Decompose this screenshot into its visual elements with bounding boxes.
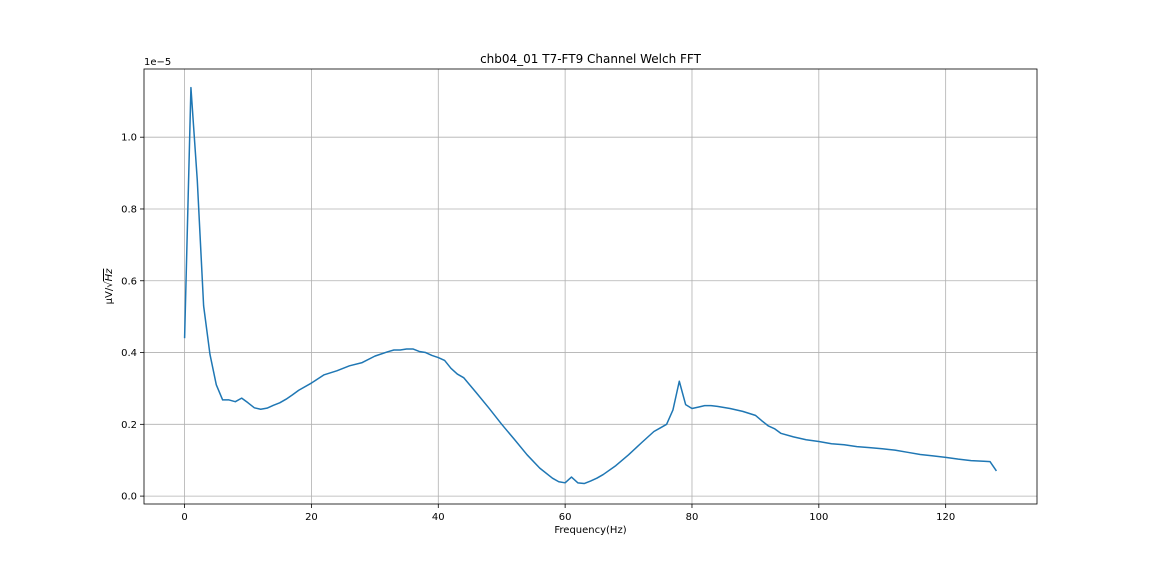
- y-axis-label-radical: √: [104, 281, 115, 288]
- y-tick-label: 0.8: [121, 204, 137, 215]
- y-offset-label: 1e−5: [144, 57, 171, 68]
- x-tick-label: 40: [432, 512, 445, 523]
- x-tick-label: 80: [686, 512, 699, 523]
- y-axis-label-prefix: μV/: [104, 287, 115, 304]
- y-tick-label: 0.2: [121, 420, 137, 431]
- y-tick-label: 0.6: [121, 276, 137, 287]
- x-tick-label: 20: [305, 512, 318, 523]
- plot-area: [183, 86, 998, 485]
- x-tick-label: 120: [936, 512, 955, 523]
- x-tick-label: 0: [181, 512, 187, 523]
- x-tick-label: 100: [809, 512, 828, 523]
- chart-title: chb04_01 T7-FT9 Channel Welch FFT: [480, 52, 702, 66]
- series-line: [183, 86, 998, 485]
- x-axis-label: Frequency(Hz): [554, 525, 626, 536]
- y-axis-label: μV/√Hz: [104, 268, 115, 304]
- axis-ticks: 0 20 40 60 80 100 120 0.0 0.2 0.4 0.6 0.8 1.0: [121, 133, 955, 523]
- gridlines: [144, 69, 1037, 504]
- x-tick-label: 60: [559, 512, 572, 523]
- y-tick-label: 1.0: [121, 133, 137, 144]
- y-tick-label: 0.0: [121, 492, 137, 503]
- svg-text:μV/√Hz: μV/√Hz: [104, 268, 115, 304]
- axes-frame: [143, 68, 1038, 505]
- y-axis-label-unit: Hz: [104, 268, 115, 282]
- y-tick-label: 0.4: [121, 348, 137, 359]
